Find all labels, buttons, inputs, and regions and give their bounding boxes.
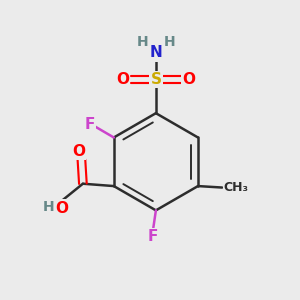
Text: H: H xyxy=(137,34,148,49)
Text: F: F xyxy=(84,117,94,132)
Text: O: O xyxy=(183,72,196,87)
Text: O: O xyxy=(55,201,68,216)
Text: N: N xyxy=(149,45,162,60)
Text: CH₃: CH₃ xyxy=(224,181,249,194)
Text: F: F xyxy=(148,230,158,244)
Text: S: S xyxy=(150,72,161,87)
Text: H: H xyxy=(43,200,55,214)
Text: H: H xyxy=(163,34,175,49)
Text: O: O xyxy=(72,144,85,159)
Text: O: O xyxy=(116,72,129,87)
